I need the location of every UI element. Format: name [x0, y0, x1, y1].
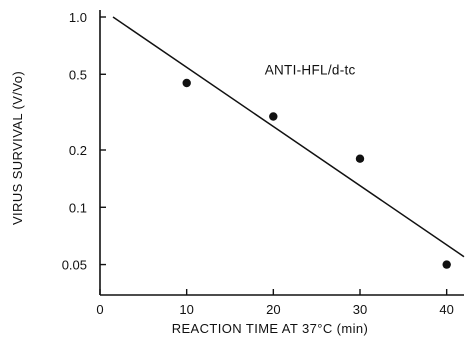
- data-point: [269, 112, 278, 121]
- y-tick-label: 0.1: [69, 200, 87, 215]
- x-tick-label: 20: [266, 302, 280, 317]
- y-axis-title: VIRUS SURVIVAL (V/Vo): [10, 71, 25, 225]
- x-tick-label: 30: [353, 302, 367, 317]
- x-tick-label: 10: [179, 302, 193, 317]
- data-point: [442, 260, 451, 269]
- data-point: [355, 154, 365, 163]
- annotation-label: ANTI-HFL/d-tc: [265, 62, 356, 77]
- y-tick-label: 1.0: [69, 10, 87, 25]
- axes: [99, 10, 464, 296]
- y-tick-label: 0.5: [69, 67, 87, 82]
- series-layer: [112, 16, 465, 269]
- y-ticks: 1.0 0.5 0.2 0.1 0.05: [62, 10, 106, 273]
- x-axis-title: REACTION TIME AT 37°C (min): [172, 321, 369, 336]
- y-tick-label: 0.05: [62, 258, 87, 273]
- y-tick-label: 0.2: [69, 143, 87, 158]
- regression-line: [112, 16, 465, 258]
- data-point: [182, 78, 191, 88]
- x-tick-label: 0: [96, 302, 103, 317]
- x-ticks: 0 10 20 30 40: [96, 289, 454, 317]
- x-tick-label: 40: [439, 302, 453, 317]
